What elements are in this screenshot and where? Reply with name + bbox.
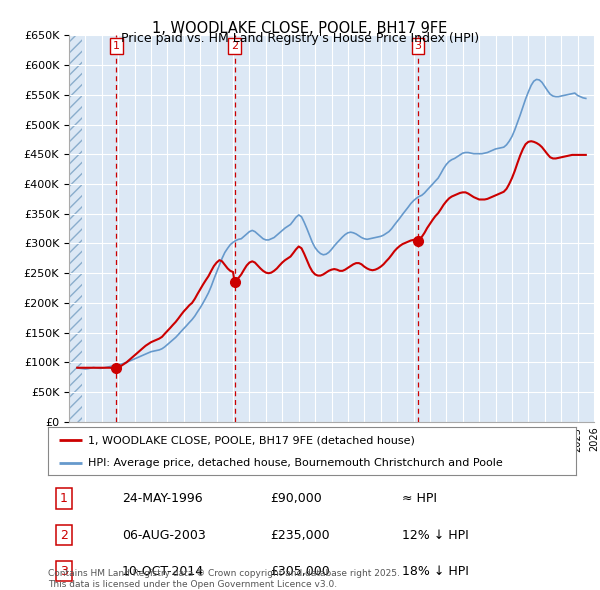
Text: 1, WOODLAKE CLOSE, POOLE, BH17 9FE (detached house): 1, WOODLAKE CLOSE, POOLE, BH17 9FE (deta… (88, 435, 415, 445)
Bar (69, 35, 82, 422)
Text: ≈ HPI: ≈ HPI (402, 492, 437, 505)
Text: 06-AUG-2003: 06-AUG-2003 (122, 529, 206, 542)
Text: 2: 2 (60, 529, 68, 542)
Text: 2: 2 (231, 41, 238, 51)
Text: 18% ↓ HPI: 18% ↓ HPI (402, 565, 469, 578)
Text: Contains HM Land Registry data © Crown copyright and database right 2025.: Contains HM Land Registry data © Crown c… (48, 569, 400, 578)
Text: 1, WOODLAKE CLOSE, POOLE, BH17 9FE: 1, WOODLAKE CLOSE, POOLE, BH17 9FE (152, 21, 448, 35)
Text: Price paid vs. HM Land Registry's House Price Index (HPI): Price paid vs. HM Land Registry's House … (121, 32, 479, 45)
Text: 3: 3 (415, 41, 421, 51)
Text: 3: 3 (60, 565, 68, 578)
Text: This data is licensed under the Open Government Licence v3.0.: This data is licensed under the Open Gov… (48, 579, 337, 589)
Text: £235,000: £235,000 (270, 529, 329, 542)
Text: 10-OCT-2014: 10-OCT-2014 (122, 565, 204, 578)
Text: 1: 1 (113, 41, 120, 51)
Text: £90,000: £90,000 (270, 492, 322, 505)
Text: 12% ↓ HPI: 12% ↓ HPI (402, 529, 469, 542)
Text: HPI: Average price, detached house, Bournemouth Christchurch and Poole: HPI: Average price, detached house, Bour… (88, 458, 502, 468)
Text: 24-MAY-1996: 24-MAY-1996 (122, 492, 203, 505)
Text: 1: 1 (60, 492, 68, 505)
Text: £305,000: £305,000 (270, 565, 329, 578)
